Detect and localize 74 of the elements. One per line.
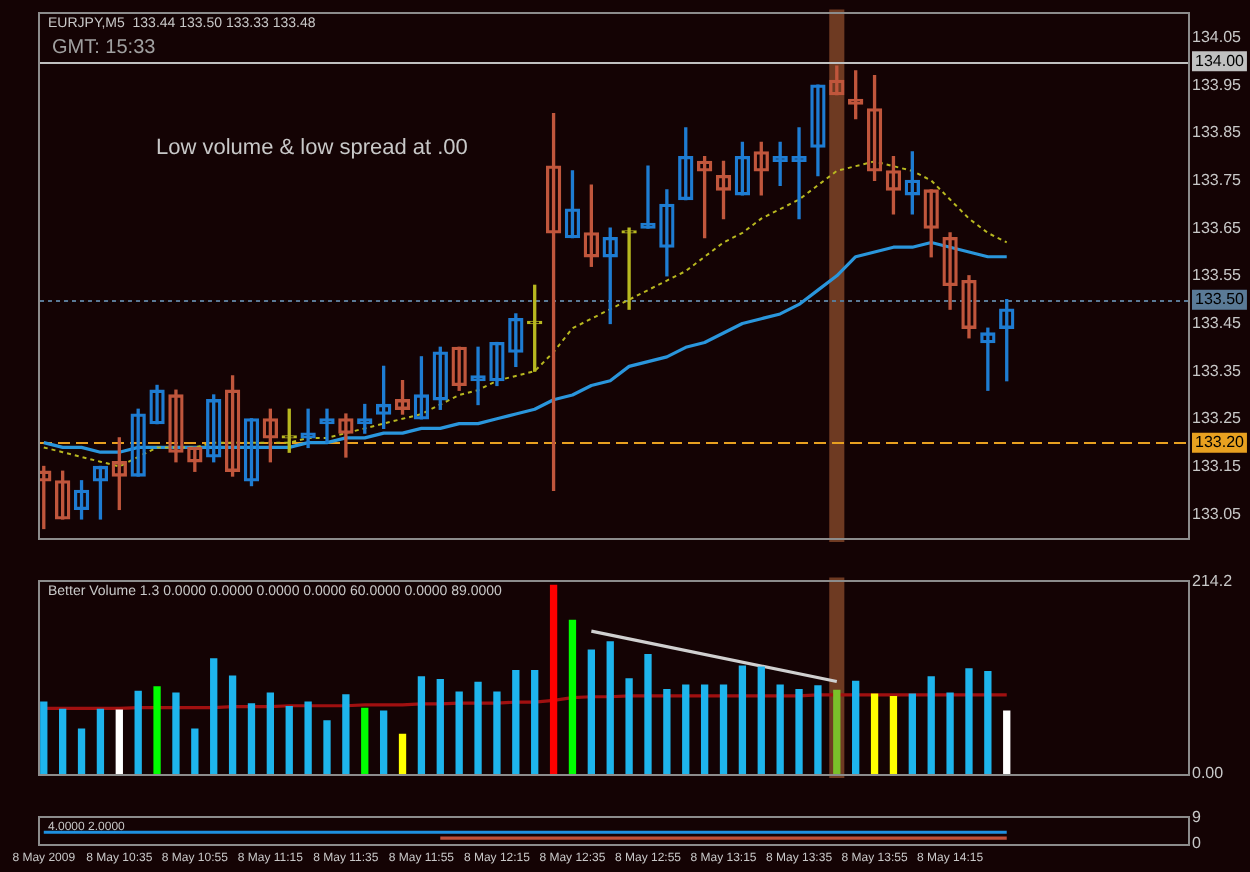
annotation: GMT: 15:33 [52, 37, 157, 60]
bar [417, 676, 426, 774]
bar [59, 708, 67, 774]
bar [946, 692, 954, 774]
y-tick-label: 133.75 [1192, 170, 1243, 189]
candlestick [791, 127, 807, 220]
bar [814, 685, 822, 774]
bar [738, 665, 747, 774]
y-tick-label: 0 [1192, 834, 1202, 853]
bar [96, 708, 105, 774]
bar [682, 684, 690, 774]
bar [568, 619, 577, 774]
bar [134, 690, 142, 774]
y-tick-label: 134.05 [1192, 27, 1243, 46]
bar [870, 693, 879, 774]
bar [644, 653, 652, 774]
ref-line-label: 133.50 [1195, 290, 1246, 309]
bar [776, 684, 784, 774]
ref-line-label: 133.20 [1195, 433, 1246, 452]
bar [342, 694, 350, 774]
bar [908, 693, 916, 774]
bar [493, 691, 501, 774]
bar [531, 670, 539, 774]
y-tick-label: 133.45 [1192, 313, 1243, 332]
bar [228, 675, 237, 774]
bar [663, 688, 671, 774]
bar [606, 641, 614, 774]
ref-line-label: 134.00 [1195, 51, 1246, 70]
bar [247, 703, 256, 774]
bar [40, 701, 48, 774]
bar [984, 670, 992, 774]
bar [700, 684, 709, 774]
annotation: Low volume & low spread at .00 [156, 135, 468, 160]
bar [852, 680, 860, 774]
bar [285, 705, 293, 774]
bar [266, 692, 275, 774]
bar [757, 666, 765, 774]
bar [191, 728, 199, 774]
bar [474, 681, 482, 774]
bar [379, 710, 388, 774]
y-tick-label: 214.2 [1192, 572, 1234, 591]
bar [323, 720, 331, 774]
bar [1003, 710, 1011, 774]
bar [587, 649, 595, 774]
bar [719, 684, 728, 774]
y-tick-label: 133.35 [1192, 361, 1243, 380]
bar [304, 701, 312, 774]
bar [172, 692, 180, 774]
bar [795, 688, 803, 774]
bar [210, 658, 218, 774]
bar [889, 696, 898, 774]
bar [512, 670, 520, 774]
y-tick-label: 133.55 [1192, 266, 1243, 285]
bar [153, 686, 161, 774]
bar [361, 707, 369, 774]
bar [625, 678, 633, 774]
bar [398, 733, 407, 774]
y-tick-label: 133.25 [1192, 409, 1243, 428]
bar [455, 691, 463, 774]
bar [965, 668, 973, 774]
y-tick-label: 133.95 [1192, 75, 1243, 94]
candlestick [772, 141, 788, 186]
y-tick-label: 133.65 [1192, 218, 1243, 237]
y-tick-label: 0.00 [1192, 764, 1225, 783]
bar [115, 709, 123, 774]
bar [436, 679, 444, 774]
y-tick-label: 9 [1192, 808, 1202, 827]
y-tick-label: 133.15 [1192, 456, 1243, 475]
bar [927, 676, 935, 774]
y-tick-label: 133.85 [1192, 123, 1243, 142]
bar [549, 584, 558, 774]
bar [833, 689, 841, 774]
bar [77, 728, 86, 774]
y-tick-label: 133.05 [1192, 504, 1243, 523]
